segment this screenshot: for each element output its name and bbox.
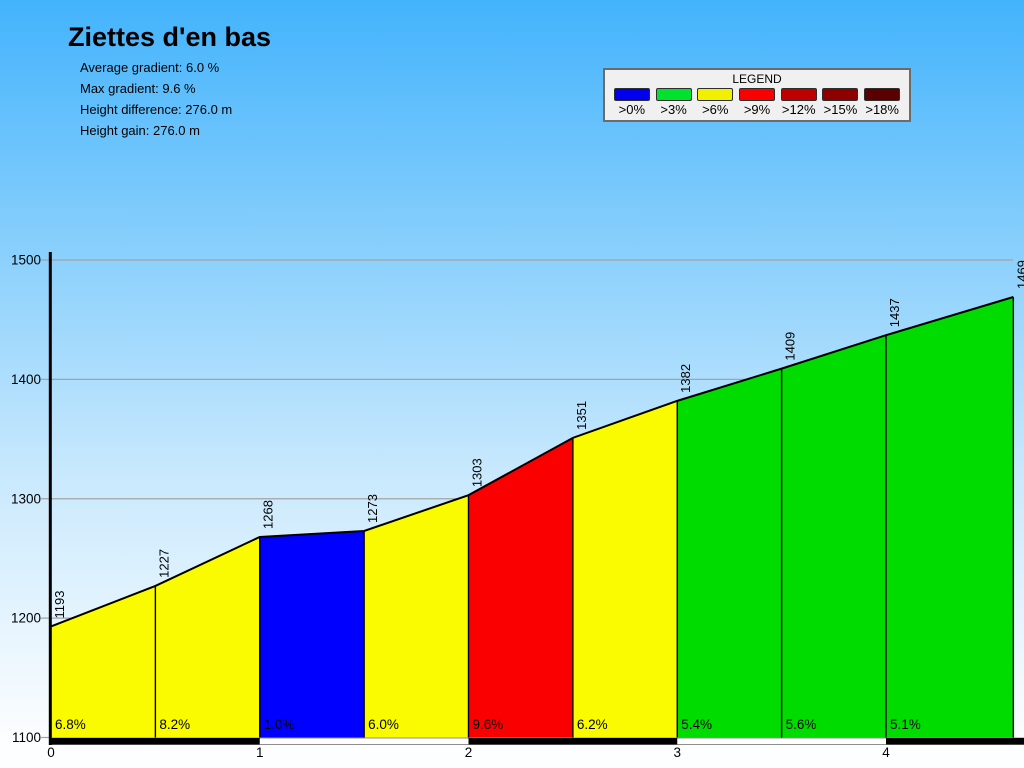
gradient-label: 1.0% (264, 717, 295, 732)
gradient-label: 6.8% (55, 717, 86, 732)
x-axis-tick-label: 2 (465, 745, 473, 760)
legend-item: >9% (736, 88, 778, 117)
climb-stat-line: Average gradient: 6.0 % (80, 60, 220, 75)
legend-label: >18% (865, 102, 899, 117)
legend-swatch-icon (822, 88, 859, 101)
elevation-label: 1227 (156, 549, 171, 578)
legend-swatch-icon (655, 88, 692, 101)
profile-segment (886, 297, 1014, 738)
legend-swatch-icon (613, 88, 650, 101)
profile-segment (155, 536, 260, 738)
x-axis-tick-label: 4 (882, 745, 890, 760)
legend-item: >12% (778, 88, 820, 117)
legend-label: >15% (823, 102, 858, 117)
scale-bar-segment (51, 738, 260, 745)
x-axis-tick-label: 3 (673, 745, 681, 760)
x-axis-tick-label: 0 (47, 745, 55, 760)
profile-segment (781, 335, 886, 738)
elevation-label: 1268 (261, 500, 276, 529)
legend-swatch-icon (864, 88, 901, 101)
scale-bar-segment (886, 738, 1024, 745)
scale-bar-segment (468, 738, 678, 745)
y-axis-tick-label: 1500 (11, 253, 41, 268)
legend-item: >15% (820, 88, 862, 117)
y-axis-tick-label: 1200 (11, 611, 41, 626)
legend-title: LEGEND (732, 72, 782, 86)
legend-swatch-icon (780, 88, 817, 101)
legend-label: >3% (660, 102, 687, 117)
profile-segment (364, 495, 469, 738)
profile-segment (468, 437, 573, 738)
climb-stat-line: Height gain: 276.0 m (80, 123, 200, 138)
elevation-label: 1351 (574, 401, 589, 430)
y-axis-line (48, 252, 52, 745)
elevation-label: 1303 (470, 458, 485, 487)
gradient-label: 5.6% (786, 717, 817, 732)
profile-segment (259, 530, 365, 738)
legend-swatch-icon (739, 88, 776, 101)
legend-swatch-icon (697, 88, 734, 101)
y-axis-tick-label: 1300 (11, 491, 41, 506)
elevation-label: 1437 (887, 298, 902, 327)
gradient-label: 8.2% (159, 717, 190, 732)
legend-label: >12% (781, 102, 816, 117)
elevation-label: 1409 (783, 332, 798, 361)
legend-box: LEGEND >0% >3% >6% >9% >12% >15% >18% (603, 68, 911, 122)
elevation-label: 1469 (1014, 260, 1024, 289)
gradient-label: 5.4% (681, 717, 712, 732)
legend-label: >9% (743, 102, 771, 117)
profile-outline (50, 296, 1014, 628)
climb-stats: Average gradient: 6.0 % Max gradient: 9.6… (80, 57, 232, 141)
profile-segment (572, 400, 678, 738)
y-axis-tick-label: 1100 (12, 730, 41, 745)
x-axis-tick-label: 1 (256, 745, 264, 760)
y-axis-tick-label: 1400 (11, 372, 41, 387)
legend-item: >18% (861, 88, 903, 117)
legend-item: >6% (694, 88, 736, 117)
climb-stat-line: Height difference: 276.0 m (80, 102, 233, 117)
page-title: Ziettes d'en bas (68, 22, 271, 52)
legend-label: >6% (702, 102, 729, 117)
gradient-label: 9.6% (473, 717, 504, 732)
gradient-label: 6.2% (577, 717, 608, 732)
legend-item: >0% (611, 88, 653, 117)
profile-segment (677, 368, 782, 738)
profile-segment (51, 585, 156, 738)
gradient-label: 5.1% (890, 717, 921, 732)
elevation-label: 1382 (678, 364, 693, 393)
legend-items: >0% >3% >6% >9% >12% >15% >18% (605, 86, 909, 120)
legend-label: >0% (618, 102, 646, 117)
legend-item: >3% (653, 88, 695, 117)
elevation-label: 1193 (52, 591, 67, 619)
elevation-label: 1273 (365, 494, 380, 523)
climb-stat-line: Max gradient: 9.6 % (80, 81, 196, 96)
gradient-label: 6.0% (368, 717, 399, 732)
